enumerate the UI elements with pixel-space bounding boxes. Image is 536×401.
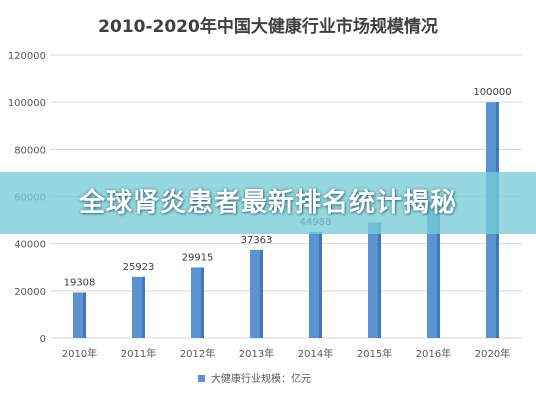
bar: [73, 292, 86, 338]
y-tick-label: 40000: [14, 240, 46, 251]
x-tick-label: 2014年: [298, 347, 333, 360]
x-tick-label: 2011年: [121, 347, 156, 360]
bar: [427, 201, 440, 338]
y-tick-label: 0: [40, 334, 46, 345]
bar-shade: [83, 292, 86, 338]
legend-swatch: [198, 375, 205, 382]
y-tick-label: 20000: [14, 287, 46, 298]
bar: [191, 267, 204, 338]
bar: [250, 249, 263, 338]
overlay-banner: [0, 172, 536, 234]
x-tick-label: 2010年: [62, 347, 97, 360]
bar-shade: [142, 276, 145, 338]
bar: [368, 222, 381, 338]
data-label: 29915: [182, 252, 214, 263]
overlay-banner-text: 全球肾炎患者最新排名统计揭秘: [78, 188, 457, 218]
bar-shade: [378, 222, 381, 338]
y-tick-label: 120000: [8, 51, 46, 62]
data-label: 100000: [473, 87, 511, 98]
bar: [309, 231, 322, 338]
chart-title: 2010-2020年中国大健康行业市场规模情况: [98, 16, 438, 37]
y-tick-label: 100000: [8, 98, 46, 109]
y-tick-label: 80000: [14, 145, 46, 156]
x-tick-label: 2013年: [239, 347, 274, 360]
data-label: 25923: [123, 262, 155, 273]
bar-shade: [260, 249, 263, 338]
legend-label: 大健康行业规模：亿元: [211, 372, 311, 385]
data-label: 37363: [241, 235, 273, 246]
data-label: 19308: [64, 277, 96, 288]
x-tick-label: 2015年: [357, 347, 392, 360]
x-tick-label: 2012年: [180, 347, 215, 360]
chart-legend: 大健康行业规模：亿元: [198, 372, 311, 385]
x-tick-label: 2020年: [475, 347, 510, 360]
x-tick-label: 2016年: [416, 347, 451, 360]
bar-shade: [437, 201, 440, 338]
bar-shade: [201, 267, 204, 338]
bar: [132, 276, 145, 338]
bar-shade: [319, 231, 322, 338]
